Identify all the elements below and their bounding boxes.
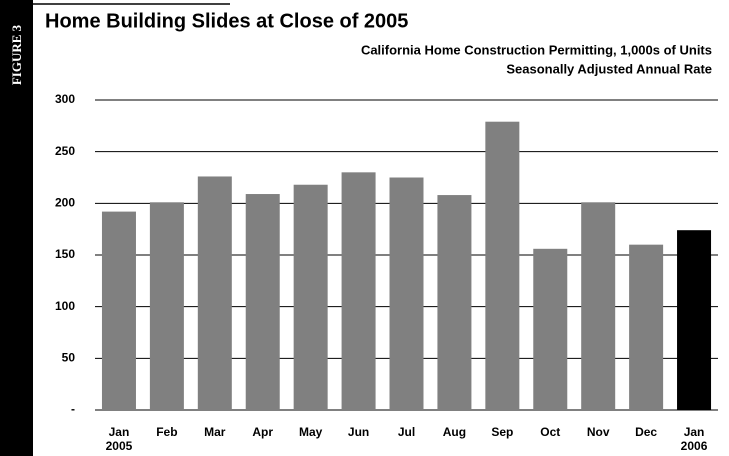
bar: [389, 177, 424, 410]
bar: [293, 184, 328, 410]
y-tick-label: 50: [62, 351, 76, 365]
bar: [341, 172, 376, 410]
bar: [101, 211, 136, 410]
bar: [629, 244, 664, 410]
x-tick-label: Nov: [586, 425, 610, 439]
x-tick-label: Mar: [204, 425, 226, 439]
sidebar: [0, 0, 33, 456]
subtitle: California Home Construction Permitting,…: [361, 42, 712, 57]
x-tick-label: Jan 2005: [105, 425, 133, 453]
bar: [149, 202, 184, 410]
x-tick-label: Jan 2006: [680, 425, 708, 453]
chart-title: Home Building Slides at Close of 2005: [45, 10, 408, 32]
figure-label: FIGURE 3: [9, 24, 24, 85]
bar: [581, 202, 616, 410]
x-tick-label: Jul: [397, 425, 416, 439]
bar: [677, 230, 712, 410]
y-tick-label: 150: [55, 247, 75, 261]
bar: [485, 121, 520, 410]
x-tick-label: Jun: [347, 425, 370, 439]
y-tick-label: 200: [55, 196, 75, 210]
bar: [245, 194, 280, 410]
y-tick-label: -: [71, 402, 75, 416]
y-tick-label: 250: [55, 144, 75, 158]
subtitle: Seasonally Adjusted Annual Rate: [506, 61, 712, 76]
x-tick-label: Aug: [442, 425, 467, 439]
bar: [533, 248, 568, 410]
x-tick-label: May: [298, 425, 323, 439]
x-tick-label: Feb: [156, 425, 178, 439]
x-tick-label: Dec: [635, 425, 658, 439]
bar: [437, 195, 472, 410]
bar: [197, 176, 232, 410]
y-tick-label: 100: [55, 299, 75, 313]
y-tick-label: 300: [55, 92, 75, 106]
x-tick-label: Sep: [491, 425, 514, 439]
x-tick-label: Oct: [540, 425, 561, 439]
x-tick-label: Apr: [252, 425, 274, 439]
